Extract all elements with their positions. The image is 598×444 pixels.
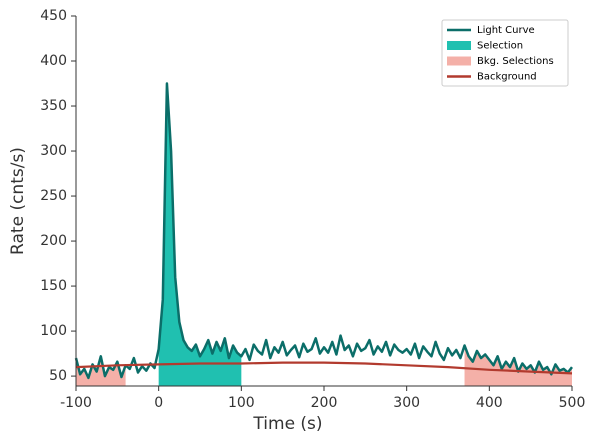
selection-area: [158, 83, 242, 386]
legend-swatch: [447, 56, 471, 66]
y-tick-label: 100: [40, 323, 67, 339]
legend-label: Light Curve: [477, 25, 535, 36]
y-tick-label: 200: [40, 233, 67, 249]
legend-label: Background: [477, 72, 537, 83]
x-tick-label: 400: [476, 395, 503, 411]
legend-label: Selection: [477, 41, 523, 52]
series-line: [75, 361, 573, 375]
x-tick-label: 500: [559, 395, 586, 411]
y-tick-label: 450: [40, 8, 67, 24]
legend-box: [441, 19, 569, 87]
legend-label: Bkg. Selections: [477, 56, 554, 67]
selection-area: [464, 345, 572, 386]
y-tick-label: 50: [49, 368, 67, 384]
y-tick-label: 350: [40, 98, 67, 114]
y-axis-label: Rate (cnts/s): [8, 147, 28, 255]
x-axis-label: Time (s): [252, 414, 322, 434]
x-tick-label: 100: [228, 395, 255, 411]
y-tick-label: 300: [40, 143, 67, 159]
x-tick-label: 200: [311, 395, 338, 411]
y-tick-label: 150: [40, 278, 67, 294]
x-tick-label: 0: [154, 395, 163, 411]
x-tick-label: -100: [60, 395, 92, 411]
x-tick-label: 300: [393, 395, 420, 411]
series-line: [74, 82, 573, 380]
legend-swatch: [447, 41, 471, 50]
y-tick-label: 250: [40, 188, 67, 204]
y-tick-label: 400: [40, 53, 67, 69]
